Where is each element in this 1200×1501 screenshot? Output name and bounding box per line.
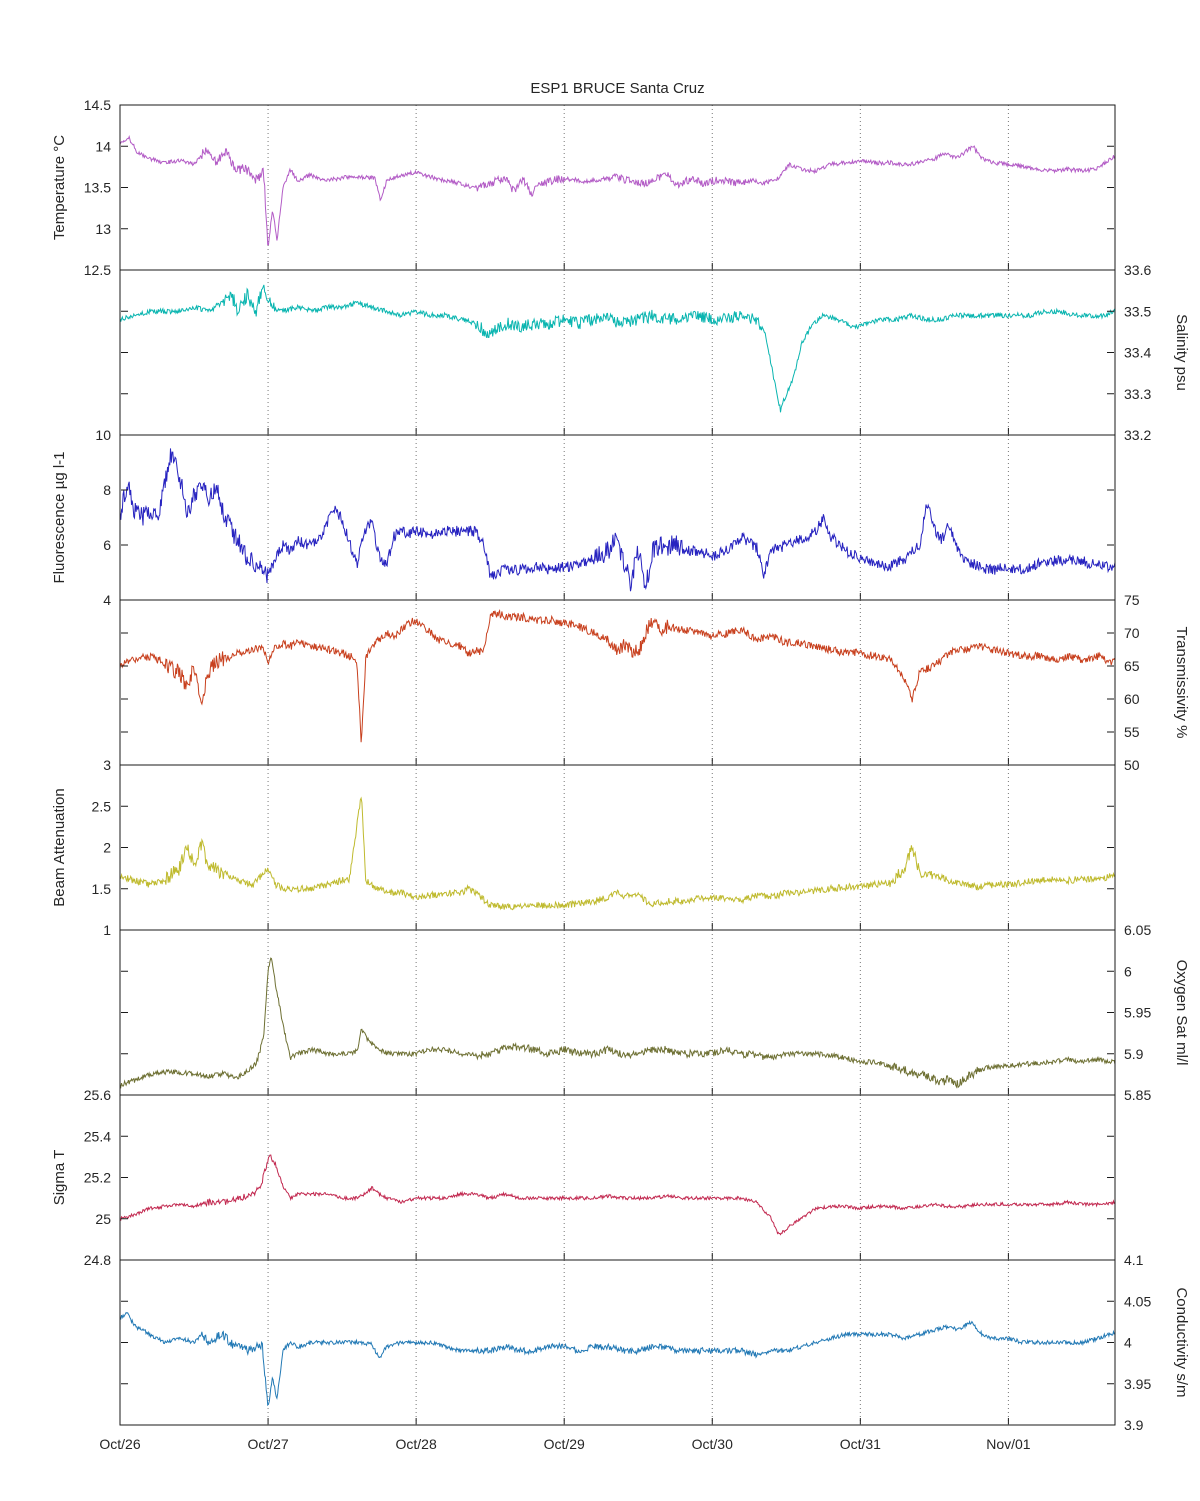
y-tick-label: 1.5 (92, 881, 112, 897)
panel-bg-transmissivity (120, 600, 1115, 765)
y-axis-label-temperature: Temperature °C (51, 135, 68, 240)
y-tick-label: 65 (1124, 658, 1140, 674)
y-tick-label: 3.95 (1124, 1376, 1151, 1392)
y-tick-label: 2.5 (92, 798, 112, 814)
x-tick-label: Oct/29 (544, 1436, 585, 1452)
y-tick-label: 3 (103, 757, 111, 773)
y-tick-label: 6.05 (1124, 922, 1151, 938)
y-tick-label: 6 (1124, 963, 1132, 979)
y-tick-label: 55 (1124, 724, 1140, 740)
y-tick-label: 4.05 (1124, 1293, 1151, 1309)
series-line-salinity (119, 284, 1116, 413)
series-line-oxygen (119, 957, 1116, 1089)
x-tick-label: Oct/31 (840, 1436, 881, 1452)
y-tick-label: 4.1 (1124, 1252, 1144, 1268)
y-tick-label: 33.5 (1124, 303, 1151, 319)
panel-bg-salinity (120, 270, 1115, 435)
x-tick-label: Oct/30 (692, 1436, 733, 1452)
y-tick-label: 33.2 (1124, 427, 1151, 443)
panel-bg-beam-attenuation (120, 765, 1115, 930)
y-tick-label: 13 (95, 221, 111, 237)
y-tick-label: 25 (95, 1211, 111, 1227)
panel-bg-sigma-t (120, 1095, 1115, 1260)
y-tick-label: 50 (1124, 757, 1140, 773)
y-tick-label: 14.5 (84, 97, 111, 113)
panel-bg-temperature (120, 105, 1115, 270)
y-tick-label: 25.6 (84, 1087, 111, 1103)
panel-frame-conductivity (119, 1259, 1116, 1426)
y-axis-label-conductivity: Conductivity s/m (1173, 1287, 1190, 1397)
y-tick-label: 1 (103, 922, 111, 938)
panel-bg-fluorescence (120, 435, 1115, 600)
series-line-transmissivity (119, 609, 1116, 743)
y-tick-label: 4 (103, 592, 111, 608)
y-tick-label: 10 (95, 427, 111, 443)
y-tick-label: 25.4 (84, 1128, 111, 1144)
y-tick-label: 3.9 (1124, 1417, 1144, 1433)
x-tick-label: Oct/27 (247, 1436, 288, 1452)
y-tick-label: 33.3 (1124, 386, 1151, 402)
series-line-conductivity (119, 1311, 1116, 1407)
y-tick-label: 33.4 (1124, 345, 1151, 361)
series-line-temperature (119, 134, 1116, 246)
y-axis-label-beam-attenuation: Beam Attenuation (51, 788, 68, 906)
y-tick-label: 8 (103, 482, 111, 498)
y-tick-label: 60 (1124, 691, 1140, 707)
y-tick-label: 33.6 (1124, 262, 1151, 278)
y-axis-label-transmissivity: Transmissivity % (1173, 627, 1190, 739)
y-tick-label: 2 (103, 840, 111, 856)
y-axis-label-fluorescence: Fluorescence µg l-1 (51, 451, 68, 583)
y-tick-label: 5.85 (1124, 1087, 1151, 1103)
series-line-fluorescence (119, 448, 1116, 592)
y-axis-label-salinity: Salinity psu (1173, 314, 1190, 391)
y-tick-label: 70 (1124, 625, 1140, 641)
y-tick-label: 14 (95, 138, 111, 154)
y-tick-label: 5.9 (1124, 1046, 1144, 1062)
series-line-beam-attenuation (119, 796, 1116, 911)
y-tick-label: 6 (103, 537, 111, 553)
y-tick-label: 5.95 (1124, 1005, 1151, 1021)
y-tick-label: 25.2 (84, 1170, 111, 1186)
y-axis-label-sigma-t: Sigma T (51, 1150, 68, 1206)
x-tick-label: Oct/26 (99, 1436, 140, 1452)
y-tick-label: 4 (1124, 1335, 1132, 1351)
y-tick-label: 12.5 (84, 262, 111, 278)
panel-bg-oxygen (120, 930, 1115, 1095)
x-tick-label: Nov/01 (986, 1436, 1031, 1452)
y-tick-label: 13.5 (84, 180, 111, 196)
panel-bg-conductivity (120, 1260, 1115, 1425)
y-tick-label: 75 (1124, 592, 1140, 608)
y-axis-label-oxygen: Oxygen Sat ml/l (1173, 960, 1190, 1066)
y-tick-label: 24.8 (84, 1252, 111, 1268)
series-line-sigma-t (119, 1154, 1116, 1236)
chart-title: ESP1 BRUCE Santa Cruz (530, 80, 705, 97)
x-tick-label: Oct/28 (396, 1436, 437, 1452)
